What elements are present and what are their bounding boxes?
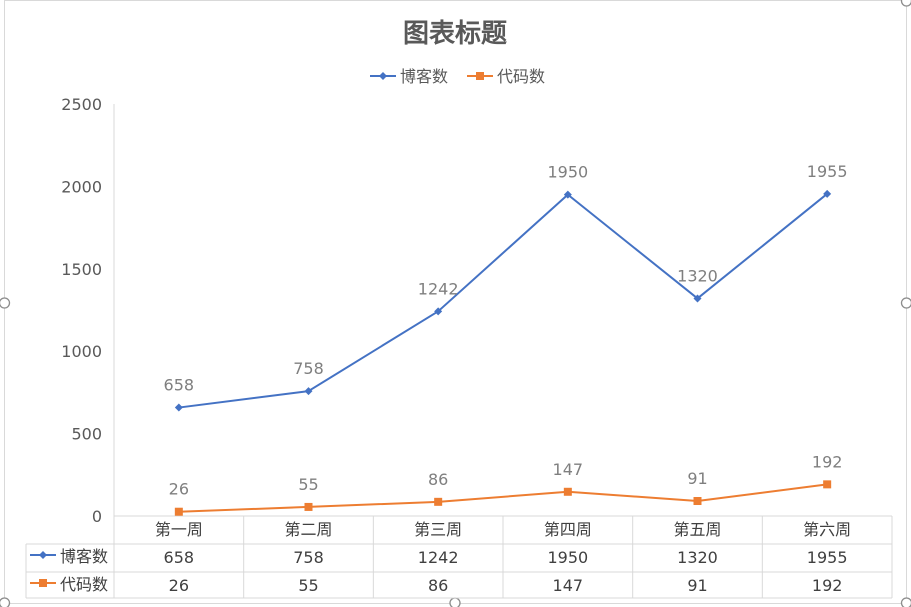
series-代码数: 26 55 86 147 91 192 (169, 452, 843, 516)
table-cell: 86 (428, 576, 448, 595)
legend-item: 博客数 (370, 67, 448, 86)
data-label: 1950 (547, 163, 588, 182)
x-tick-label: 第五周 (673, 520, 721, 539)
data-point (434, 497, 443, 506)
data-point (174, 507, 183, 516)
table-cell: 1320 (677, 548, 718, 567)
series-博客数: 658 758 1242 1950 1320 1955 (164, 162, 848, 412)
data-label: 91 (687, 469, 707, 488)
legend-marker (379, 72, 387, 80)
y-tick-label: 500 (71, 425, 102, 444)
series-line (178, 483, 828, 513)
x-tick-label: 第四周 (544, 520, 592, 539)
y-axis: 0 500 1000 1500 2000 2500 (61, 95, 102, 526)
data-point (823, 480, 832, 489)
table-cell: 192 (812, 576, 843, 595)
table-cell: 147 (553, 576, 584, 595)
legend: 博客数 代码数 (370, 67, 545, 86)
data-point (304, 387, 313, 396)
data-point (563, 190, 572, 199)
data-point (693, 294, 702, 303)
data-point (563, 487, 572, 496)
chart-area-border (4, 0, 907, 604)
table-cell: 55 (298, 576, 318, 595)
data-label: 1955 (807, 162, 848, 181)
table-legend-key (30, 551, 56, 559)
y-tick-label: 2500 (61, 95, 102, 114)
x-tick-label: 第二周 (284, 520, 332, 539)
data-point (304, 502, 313, 511)
legend-label: 代码数 (497, 67, 545, 86)
data-label: 658 (164, 376, 195, 395)
chart-title: 图表标题 (403, 19, 507, 49)
table-cell: 758 (293, 548, 324, 567)
legend-marker (476, 72, 484, 80)
table-cell: 26 (169, 576, 189, 595)
table-cell: 658 (164, 548, 195, 567)
legend-item: 代码数 (467, 67, 545, 86)
data-label: 192 (812, 452, 843, 471)
data-label: 86 (428, 470, 448, 489)
table-cell: 91 (687, 576, 707, 595)
table-legend-marker (39, 551, 47, 559)
x-tick-label: 第六周 (803, 520, 851, 539)
data-point (174, 403, 183, 412)
x-tick-label: 第一周 (155, 520, 203, 539)
table-series-name: 代码数 (60, 575, 108, 594)
y-tick-label: 0 (92, 507, 102, 526)
data-point (693, 497, 702, 506)
data-point (823, 189, 832, 198)
table-series-name: 博客数 (60, 547, 108, 566)
table-legend-marker (39, 579, 47, 587)
data-label: 26 (169, 480, 189, 499)
plot-area: 658 758 1242 1950 1320 1955 26 55 86 147 91 192 (164, 162, 848, 516)
table-cell: 1242 (418, 548, 459, 567)
data-label: 1320 (677, 266, 718, 285)
data-point (434, 307, 443, 316)
y-tick-label: 1000 (61, 342, 102, 361)
table-cell: 1955 (807, 548, 848, 567)
legend-label: 博客数 (400, 67, 448, 86)
x-tick-label: 第三周 (414, 520, 462, 539)
data-label: 1242 (418, 279, 459, 298)
table-legend-key (30, 579, 56, 587)
data-label: 758 (293, 359, 324, 378)
data-label: 55 (298, 475, 318, 494)
series-line (178, 193, 828, 409)
y-tick-label: 1500 (61, 260, 102, 279)
table-cell: 1950 (547, 548, 588, 567)
y-tick-label: 2000 (61, 177, 102, 196)
data-label: 147 (553, 460, 584, 479)
